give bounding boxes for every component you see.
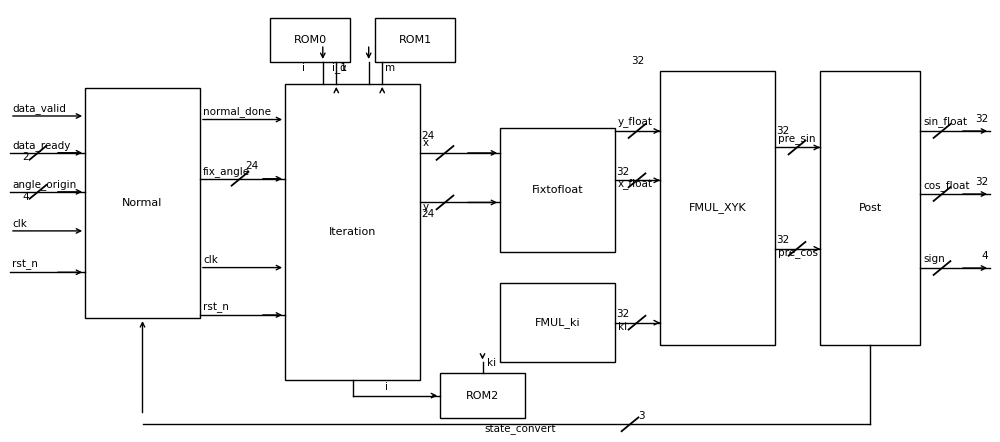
Text: 3: 3 — [638, 411, 645, 421]
Text: pre_sin: pre_sin — [778, 133, 816, 144]
Bar — [85, 88, 200, 318]
Bar — [820, 71, 920, 345]
Text: rst_n: rst_n — [12, 259, 38, 270]
Bar — [270, 18, 350, 62]
Text: sin_float: sin_float — [923, 117, 967, 127]
Text: 32: 32 — [975, 114, 988, 124]
Text: Iteration: Iteration — [329, 227, 376, 237]
Text: i: i — [385, 382, 388, 392]
Text: pre_cos: pre_cos — [778, 248, 818, 259]
Text: 32: 32 — [776, 126, 789, 137]
Text: data_valid: data_valid — [12, 103, 66, 114]
Text: 24: 24 — [245, 161, 258, 171]
Text: data_ready: data_ready — [12, 140, 70, 151]
Text: 32: 32 — [616, 309, 629, 319]
Text: i_1: i_1 — [332, 62, 347, 73]
Text: sign: sign — [923, 255, 945, 264]
Text: normal_done: normal_done — [203, 107, 271, 117]
Text: clk: clk — [12, 219, 27, 229]
Text: α: α — [339, 63, 346, 73]
Text: 32: 32 — [631, 56, 644, 66]
Text: m: m — [385, 63, 395, 73]
Text: 4: 4 — [981, 251, 988, 261]
Text: ROM2: ROM2 — [466, 391, 499, 400]
Text: 32: 32 — [776, 235, 789, 245]
Bar — [375, 18, 455, 62]
Text: x_float: x_float — [618, 178, 653, 189]
Text: 32: 32 — [616, 167, 629, 177]
Text: i: i — [302, 63, 305, 73]
Text: ROM1: ROM1 — [398, 35, 432, 45]
Text: FMUL_XYK: FMUL_XYK — [689, 202, 746, 213]
Text: 24: 24 — [421, 130, 434, 141]
Text: 4: 4 — [22, 191, 29, 202]
Text: y: y — [423, 202, 429, 212]
Text: 32: 32 — [975, 177, 988, 187]
Text: Normal: Normal — [122, 198, 163, 208]
Bar — [660, 71, 775, 345]
Bar — [500, 128, 615, 252]
Text: angle_origin: angle_origin — [12, 179, 76, 190]
Text: 24: 24 — [421, 209, 434, 219]
Text: ki: ki — [618, 321, 627, 332]
Text: cos_float: cos_float — [923, 179, 969, 191]
Text: fix_angle: fix_angle — [203, 166, 250, 176]
Text: ki: ki — [488, 358, 497, 368]
Text: clk: clk — [203, 255, 218, 265]
Text: state_convert: state_convert — [484, 425, 556, 435]
Bar — [440, 373, 525, 418]
Bar — [285, 84, 420, 380]
Text: x: x — [423, 137, 429, 148]
Text: FMUL_ki: FMUL_ki — [535, 317, 580, 328]
Bar — [500, 283, 615, 362]
Text: y_float: y_float — [618, 117, 653, 127]
Text: 2: 2 — [22, 152, 29, 163]
Text: rst_n: rst_n — [203, 302, 229, 313]
Text: Post: Post — [858, 203, 882, 213]
Text: ROM0: ROM0 — [293, 35, 327, 45]
Text: Fixtofloat: Fixtofloat — [532, 185, 583, 195]
